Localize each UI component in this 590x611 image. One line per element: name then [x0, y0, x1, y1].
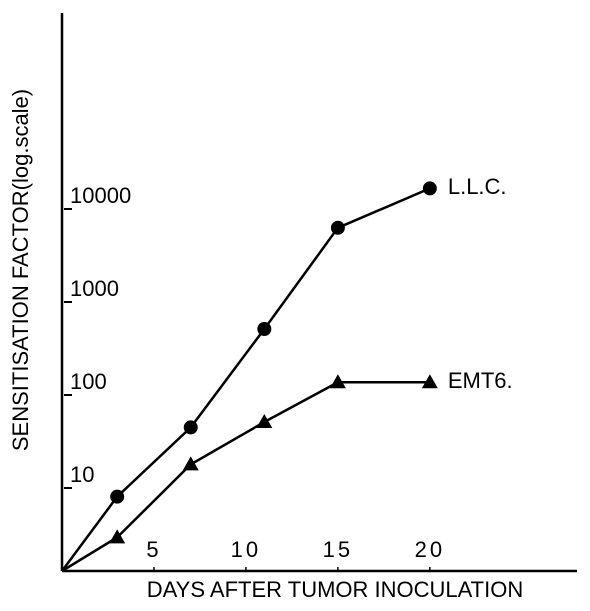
y-tick-label: 10 [70, 462, 94, 487]
point-marker [422, 181, 437, 196]
point-marker [256, 414, 273, 429]
y-axis-label: SENSITISATION FACTOR(log.scale) [8, 89, 33, 451]
point-marker [257, 322, 272, 337]
point-marker [329, 374, 346, 389]
x-tick-label: 20 [415, 537, 445, 562]
point-marker [182, 456, 199, 471]
series-label: L.L.C. [448, 174, 507, 199]
series-line [61, 381, 430, 573]
point-marker [421, 374, 438, 389]
point-marker [110, 489, 125, 504]
x-tick-label: 10 [231, 537, 261, 562]
y-tick-label: 10000 [70, 183, 131, 208]
series-label: EMT6. [448, 368, 513, 393]
point-marker [183, 420, 198, 435]
series-line [60, 187, 431, 572]
y-tick-label: 100 [70, 369, 107, 394]
x-tick-label: 15 [323, 537, 353, 562]
x-tick-label: 5 [146, 537, 161, 562]
x-axis-label: DAYS AFTER TUMOR INOCULATION [147, 577, 523, 602]
y-tick-label: 1000 [70, 276, 119, 301]
point-marker [109, 529, 126, 544]
point-marker [330, 220, 345, 235]
